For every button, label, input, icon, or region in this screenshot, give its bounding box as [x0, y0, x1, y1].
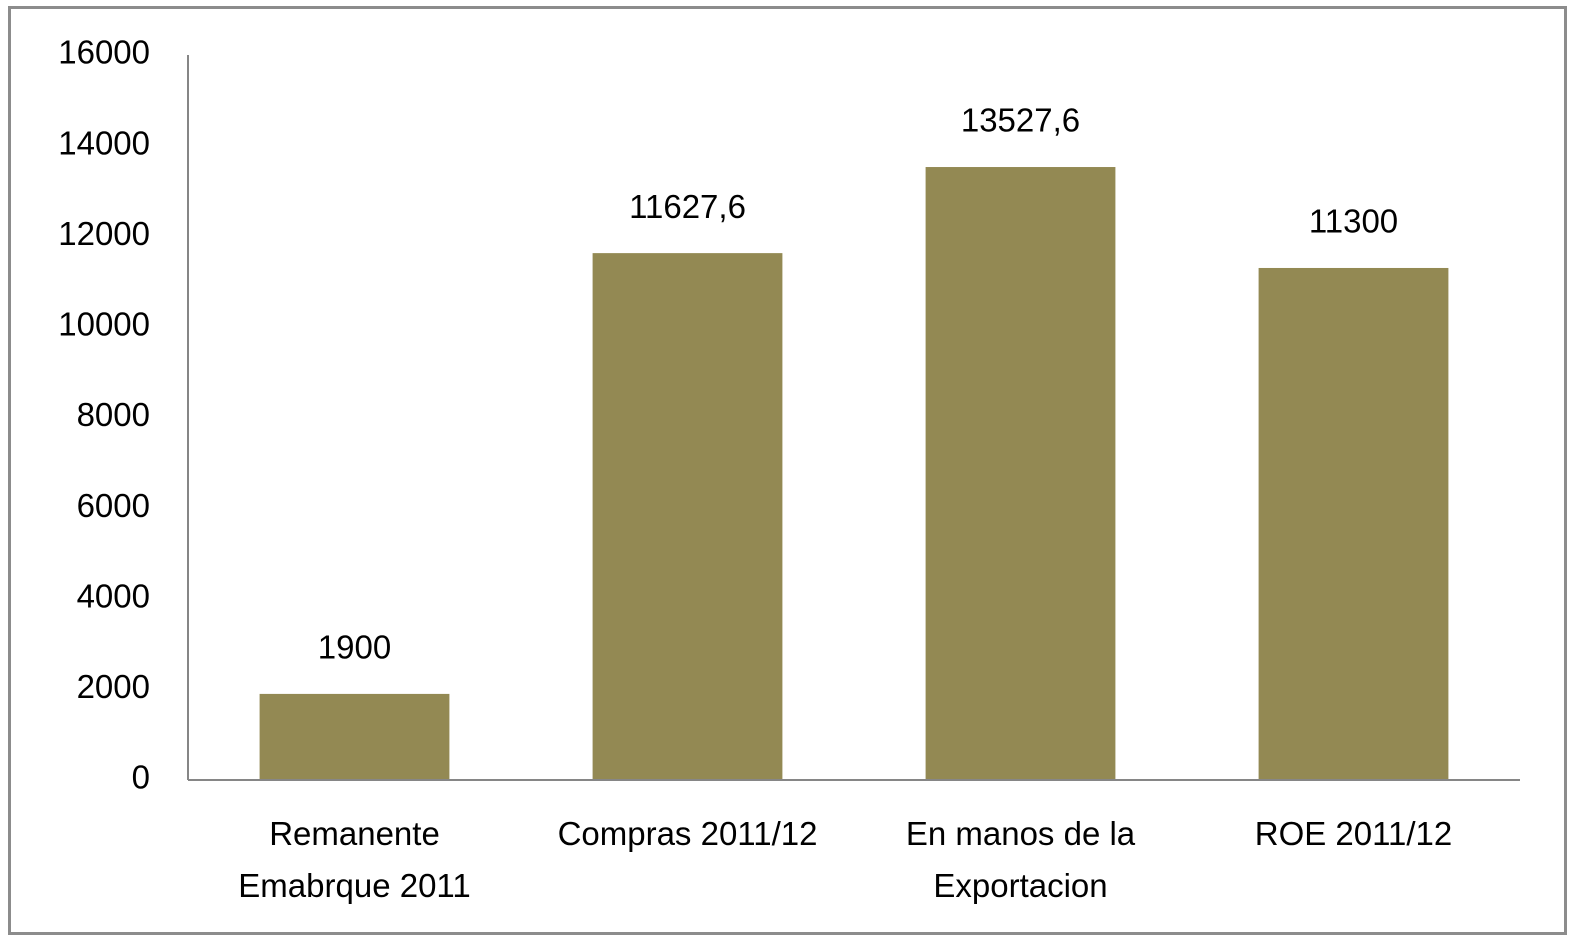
data-label: 11300: [1309, 203, 1398, 240]
y-tick-label: 0: [132, 759, 150, 796]
bar: [1258, 267, 1449, 780]
y-tick-label: 8000: [77, 396, 150, 433]
x-tick-label: ROE 2011/12: [1254, 815, 1453, 852]
bar: [592, 253, 783, 780]
x-tick-label: Compras 2011/12: [557, 815, 818, 852]
chart-frame: [8, 6, 1567, 935]
bar: [259, 693, 450, 780]
y-tick-label: 12000: [58, 215, 150, 252]
data-label: 1900: [318, 629, 391, 666]
y-tick-label: 10000: [58, 306, 150, 343]
data-label: 13527,6: [961, 102, 1080, 139]
y-tick-label: 2000: [77, 668, 150, 705]
bar: [925, 167, 1116, 780]
data-label: 11627,6: [629, 188, 746, 225]
y-tick-label: 16000: [58, 34, 150, 71]
x-tick-label: Remanente Emabrque 2011: [238, 815, 471, 904]
y-tick-label: 6000: [77, 487, 150, 524]
x-tick-label: En manos de la Exportacion: [905, 815, 1136, 904]
y-tick-label: 4000: [77, 577, 150, 614]
y-tick-label: 14000: [58, 124, 150, 161]
